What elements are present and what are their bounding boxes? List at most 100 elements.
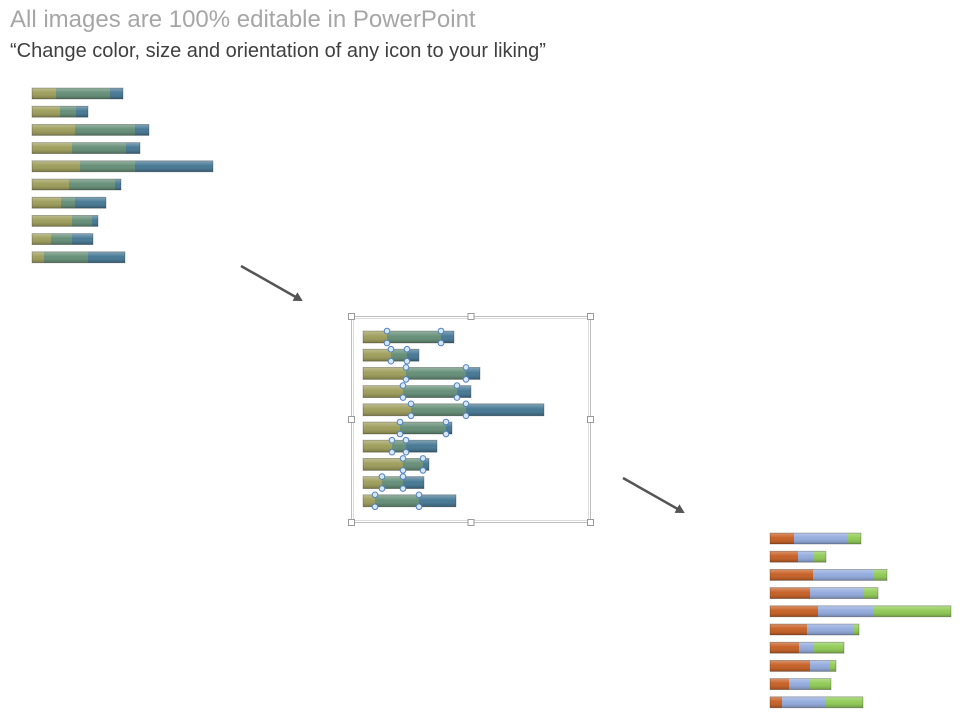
bar-segment-shading — [92, 215, 98, 227]
vertex-handle-icon[interactable] — [399, 455, 407, 462]
resize-handle-icon[interactable] — [467, 519, 475, 526]
bar-outline — [362, 330, 455, 344]
page-title: All images are 100% editable in PowerPoi… — [10, 6, 476, 33]
bar-segment-shading — [32, 88, 56, 99]
vertex-handle-icon[interactable] — [419, 455, 427, 462]
vertex-handle-icon[interactable] — [399, 485, 407, 492]
vertex-handle-icon[interactable] — [388, 448, 396, 456]
bar-segment-shading — [826, 696, 863, 708]
resize-handle-icon[interactable] — [587, 416, 594, 423]
bar-segment-shading — [110, 88, 123, 99]
vertex-handle-icon[interactable] — [396, 418, 404, 426]
vertex-handle-icon[interactable] — [415, 503, 423, 511]
bar-segment-shading — [76, 106, 88, 118]
vertex-handle-icon[interactable] — [407, 412, 415, 420]
bar-segment-shading — [32, 251, 44, 263]
bar-segment-shading — [363, 403, 411, 416]
bar-segment-shading — [818, 605, 873, 617]
vertex-handle-icon[interactable] — [383, 339, 391, 347]
bar-segment-shading — [411, 403, 466, 416]
vertex-handle-icon[interactable] — [378, 485, 386, 492]
bar-segment-shading — [406, 440, 437, 453]
vertex-handle-icon[interactable] — [437, 327, 445, 335]
vertex-handle-icon[interactable] — [453, 394, 461, 401]
bar-segment-shading — [44, 251, 88, 263]
resize-handle-icon[interactable] — [587, 313, 594, 320]
vertex-handle-icon[interactable] — [387, 357, 395, 365]
resize-handle-icon[interactable] — [348, 416, 355, 423]
bar-segment-shading — [363, 385, 403, 398]
bar-segment-shading — [363, 458, 403, 471]
bar-outline — [769, 532, 862, 545]
bar-segment-shading — [406, 367, 466, 380]
bar-segment-shading — [72, 215, 92, 227]
bar-segment-shading — [135, 124, 149, 136]
chart-selected[interactable] — [362, 330, 545, 508]
bar-outline — [31, 178, 122, 191]
vertex-handle-icon[interactable] — [399, 473, 407, 480]
vertex-handle-icon[interactable] — [387, 345, 395, 353]
vertex-handle-icon[interactable] — [407, 400, 415, 408]
bar-segment-shading — [80, 160, 135, 172]
vertex-handle-icon[interactable] — [378, 473, 386, 480]
vertex-handle-icon[interactable] — [399, 394, 407, 401]
vertex-handle-icon[interactable] — [402, 448, 410, 456]
vertex-handle-icon[interactable] — [383, 327, 391, 335]
bar-segment-shading — [457, 385, 471, 398]
vertex-handle-icon[interactable] — [415, 491, 423, 499]
vertex-handle-icon[interactable] — [437, 339, 445, 347]
bar-segment-shading — [32, 124, 75, 136]
bar-segment-shading — [798, 551, 814, 563]
bar-segment-shading — [115, 179, 121, 190]
bar-outline — [769, 696, 864, 709]
bar-segment-shading — [782, 696, 826, 708]
bar-outline — [31, 124, 150, 136]
vertex-handle-icon[interactable] — [462, 364, 470, 371]
resize-handle-icon[interactable] — [348, 519, 355, 526]
vertex-handle-icon[interactable] — [399, 382, 407, 389]
vertex-handle-icon[interactable] — [399, 467, 407, 474]
vertex-handle-icon[interactable] — [419, 467, 427, 474]
vertex-handle-icon[interactable] — [462, 412, 470, 420]
vertex-handle-icon[interactable] — [462, 376, 470, 383]
bar-outline — [31, 105, 89, 118]
vertex-handle-icon[interactable] — [371, 491, 379, 499]
vertex-handle-icon[interactable] — [371, 503, 379, 511]
bar-segment-shading — [72, 233, 93, 245]
bar-segment-shading — [363, 476, 382, 489]
diagonal-arrow-icon — [240, 264, 303, 302]
resize-handle-icon[interactable] — [348, 313, 355, 320]
bar-outline — [31, 160, 214, 173]
bar-segment-shading — [403, 385, 457, 398]
vertex-handle-icon[interactable] — [402, 364, 410, 371]
vertex-handle-icon[interactable] — [462, 400, 470, 408]
bar-segment-shading — [135, 160, 213, 172]
bar-segment-shading — [363, 440, 392, 453]
bar-segment-shading — [363, 422, 400, 434]
bar-segment-shading — [363, 331, 387, 343]
bar-outline — [362, 457, 430, 471]
selection-handles[interactable] — [348, 313, 594, 526]
vertex-handle-icon[interactable] — [453, 382, 461, 389]
vertex-handle-icon[interactable] — [388, 436, 396, 444]
vertex-handle-icon[interactable] — [442, 418, 450, 426]
bar-segment-shading — [794, 533, 848, 544]
resize-handle-icon[interactable] — [467, 313, 475, 320]
vertex-handle-icon[interactable] — [403, 345, 411, 353]
vertex-handle-icon[interactable] — [403, 357, 411, 365]
resize-handle-icon[interactable] — [587, 519, 594, 526]
bar-segment-shading — [32, 106, 60, 118]
bar-segment-shading — [466, 403, 544, 416]
bar-outline — [31, 87, 124, 100]
vertex-handle-icon[interactable] — [396, 430, 404, 438]
vertex-handle-icon[interactable] — [402, 376, 410, 383]
bar-outline — [362, 421, 453, 435]
vertex-handle-icon[interactable] — [402, 436, 410, 444]
bar-segment-shading — [72, 142, 126, 154]
vertex-handle-icon[interactable] — [442, 430, 450, 438]
bar-segment-shading — [403, 476, 424, 489]
selection-frame[interactable] — [351, 316, 591, 523]
bar-outline — [769, 587, 879, 599]
bar-outline — [769, 550, 827, 563]
